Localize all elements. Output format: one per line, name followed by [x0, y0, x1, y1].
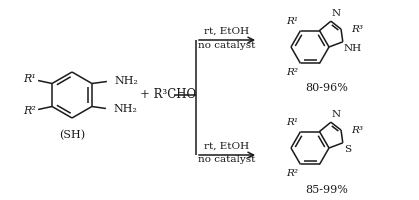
Text: N: N	[332, 110, 341, 119]
Text: 80-96%: 80-96%	[305, 83, 349, 93]
Text: NH₂: NH₂	[115, 76, 139, 86]
Text: R²: R²	[23, 106, 36, 116]
Text: NH₂: NH₂	[114, 104, 138, 114]
Text: R²: R²	[287, 169, 298, 178]
Text: R¹: R¹	[287, 17, 298, 26]
Text: R³: R³	[351, 126, 363, 135]
Text: NH: NH	[344, 44, 362, 53]
Text: R¹: R¹	[23, 74, 36, 84]
Text: S: S	[344, 145, 351, 154]
Text: R²: R²	[287, 68, 298, 77]
Text: rt, EtOH: rt, EtOH	[204, 26, 250, 36]
Text: R³: R³	[351, 25, 363, 34]
Text: N: N	[332, 9, 341, 18]
Text: (SH): (SH)	[59, 130, 85, 140]
Text: no catalyst: no catalyst	[198, 40, 256, 49]
Text: 85-99%: 85-99%	[305, 185, 349, 195]
Text: R¹: R¹	[287, 118, 298, 127]
Text: rt, EtOH: rt, EtOH	[204, 142, 250, 150]
Text: + R³CHO: + R³CHO	[140, 88, 196, 102]
Text: no catalyst: no catalyst	[198, 156, 256, 164]
